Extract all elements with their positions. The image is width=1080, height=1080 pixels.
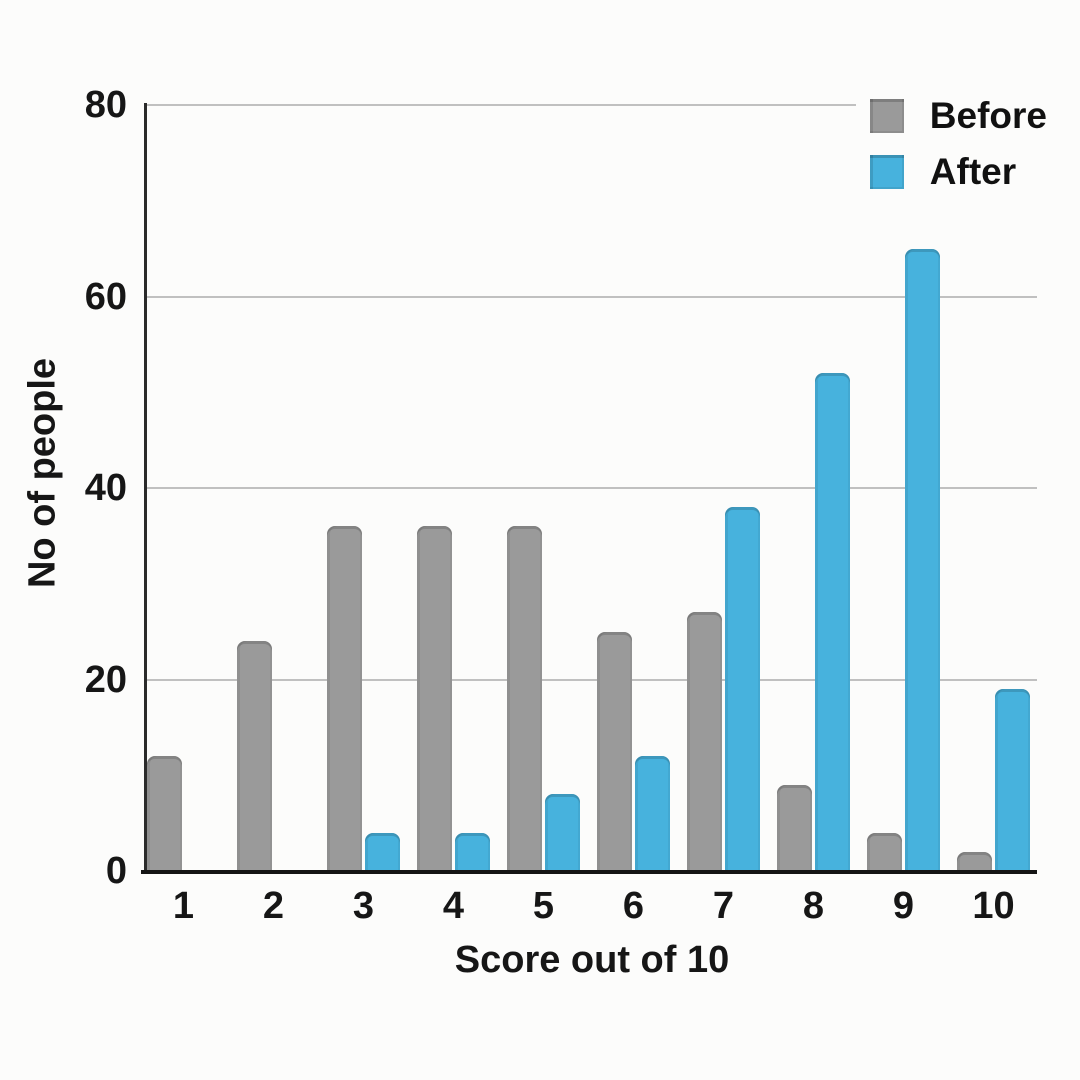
bar-after-6 bbox=[635, 756, 670, 871]
x-tick-label-9: 9 bbox=[892, 885, 915, 927]
bar-before-9 bbox=[867, 832, 902, 871]
x-tick-label-10: 10 bbox=[972, 885, 1015, 927]
bar-after-5 bbox=[545, 794, 580, 871]
gridline-40 bbox=[147, 487, 1037, 489]
bar-before-7 bbox=[687, 612, 722, 871]
gridline-60 bbox=[147, 295, 1037, 298]
bar-group-9 bbox=[867, 105, 940, 871]
bar-after-8 bbox=[815, 373, 850, 871]
bar-group-6 bbox=[597, 105, 670, 871]
x-tick-label-6: 6 bbox=[622, 885, 645, 927]
gridline-80 bbox=[147, 104, 1037, 106]
bar-group-1 bbox=[147, 105, 220, 871]
legend: Before After bbox=[855, 93, 1053, 196]
legend-row-after: After bbox=[869, 151, 1047, 192]
bar-group-4 bbox=[417, 105, 490, 871]
y-tick-label-60: 60 bbox=[84, 275, 127, 318]
bar-before-1 bbox=[147, 756, 182, 871]
x-tick-label-7: 7 bbox=[712, 885, 735, 927]
bars-container bbox=[147, 105, 1037, 871]
bar-group-5 bbox=[507, 105, 580, 871]
bar-after-3 bbox=[365, 832, 400, 871]
x-tick-label-3: 3 bbox=[352, 885, 375, 927]
legend-swatch-after bbox=[869, 154, 904, 189]
bar-before-2 bbox=[237, 641, 272, 871]
x-axis-title: Score out of 10 bbox=[454, 939, 730, 981]
legend-label-after: After bbox=[929, 151, 1017, 192]
x-tick-label-4: 4 bbox=[442, 885, 465, 927]
x-tick-label-5: 5 bbox=[532, 885, 555, 927]
y-axis-title: No of people bbox=[21, 357, 64, 588]
bar-group-3 bbox=[327, 105, 400, 871]
y-tick-label-40: 40 bbox=[84, 467, 127, 509]
x-tick-label-1: 1 bbox=[172, 885, 195, 927]
x-axis-line bbox=[141, 870, 1037, 874]
gridline-20 bbox=[147, 678, 1037, 681]
bar-before-5 bbox=[507, 526, 542, 871]
bar-before-10 bbox=[957, 851, 992, 871]
bar-after-4 bbox=[455, 832, 490, 871]
bar-group-2 bbox=[237, 105, 310, 871]
bar-after-10 bbox=[995, 689, 1030, 871]
y-axis-line bbox=[144, 103, 147, 871]
y-tick-label-80: 80 bbox=[84, 84, 127, 126]
legend-row-before: Before bbox=[869, 95, 1047, 136]
bar-before-8 bbox=[777, 784, 812, 871]
legend-swatch-before bbox=[869, 98, 904, 133]
plot-area: 1 2 3 4 5 6 7 8 9 10 No of people Score out of 10… bbox=[22, 86, 1053, 981]
legend-label-before: Before bbox=[929, 95, 1047, 136]
y-tick-label-0: 0 bbox=[105, 850, 127, 892]
bar-group-10 bbox=[957, 105, 1030, 871]
bar-group-8 bbox=[777, 105, 850, 871]
x-tick-label-8: 8 bbox=[802, 885, 825, 927]
x-tick-labels: 1 2 3 4 5 6 7 8 9 10 bbox=[147, 887, 1037, 925]
bar-before-6 bbox=[597, 631, 632, 871]
y-tick-label-20: 20 bbox=[84, 658, 127, 701]
bar-after-9 bbox=[905, 248, 940, 871]
x-tick-label-2: 2 bbox=[262, 885, 285, 927]
bar-before-3 bbox=[327, 526, 362, 871]
bar-group-7 bbox=[687, 105, 760, 871]
bar-before-4 bbox=[417, 526, 452, 871]
bar-after-7 bbox=[725, 507, 760, 871]
